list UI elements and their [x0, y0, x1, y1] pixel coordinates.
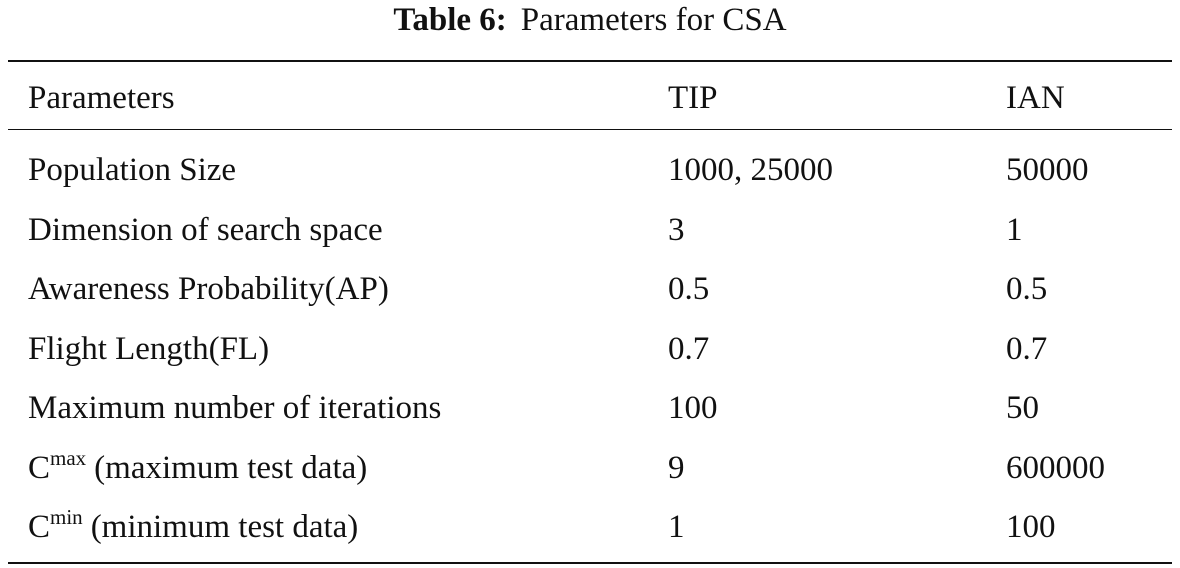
cell-superscript: max: [50, 445, 87, 470]
mid-rule: [8, 129, 1172, 130]
table-cell: Maximum number of iterations: [28, 390, 442, 426]
table-cell: 50000: [1006, 152, 1089, 188]
table-caption: Table 6: Parameters for CSA: [0, 0, 1180, 40]
cell-text: (maximum test data): [94, 449, 368, 486]
header-cell: TIP: [668, 80, 718, 116]
table-cell: Cmin (minimum test data): [28, 505, 359, 550]
table-cell: Cmax (maximum test data): [28, 445, 368, 491]
top-rule: [8, 60, 1172, 62]
table-cell: 3: [668, 211, 685, 248]
table-cell: Flight Length(FL): [28, 330, 270, 367]
table-cell: 50: [1006, 390, 1039, 426]
table-cell: 100: [668, 390, 718, 426]
table-cell: 1: [1006, 211, 1023, 248]
table-cell: 0.7: [668, 330, 710, 367]
table-cell: Awareness Probability(AP): [28, 271, 389, 307]
table-cell: Dimension of search space: [28, 211, 383, 248]
caption-text: Parameters for CSA: [520, 2, 787, 38]
table-cell: 0.7: [1006, 330, 1048, 367]
table-cell: 0.5: [1006, 271, 1048, 307]
table-cell: 600000: [1006, 449, 1105, 486]
header-cell: Parameters: [28, 80, 175, 116]
table-cell: 9: [668, 449, 685, 486]
table-cell: 100: [1006, 509, 1056, 545]
table-cell: Population Size: [28, 152, 237, 188]
table-cell: 1: [668, 509, 685, 545]
cell-text: (minimum test data): [90, 509, 359, 545]
cell-base: C: [28, 449, 51, 486]
table-cell: 0.5: [668, 271, 710, 307]
table-cell: 1000, 25000: [668, 152, 833, 188]
cell-base: C: [28, 509, 51, 545]
header-cell: IAN: [1006, 80, 1065, 116]
cell-superscript: min: [50, 505, 83, 529]
caption-label: Table 6:: [393, 2, 507, 38]
bottom-rule: [8, 562, 1172, 564]
